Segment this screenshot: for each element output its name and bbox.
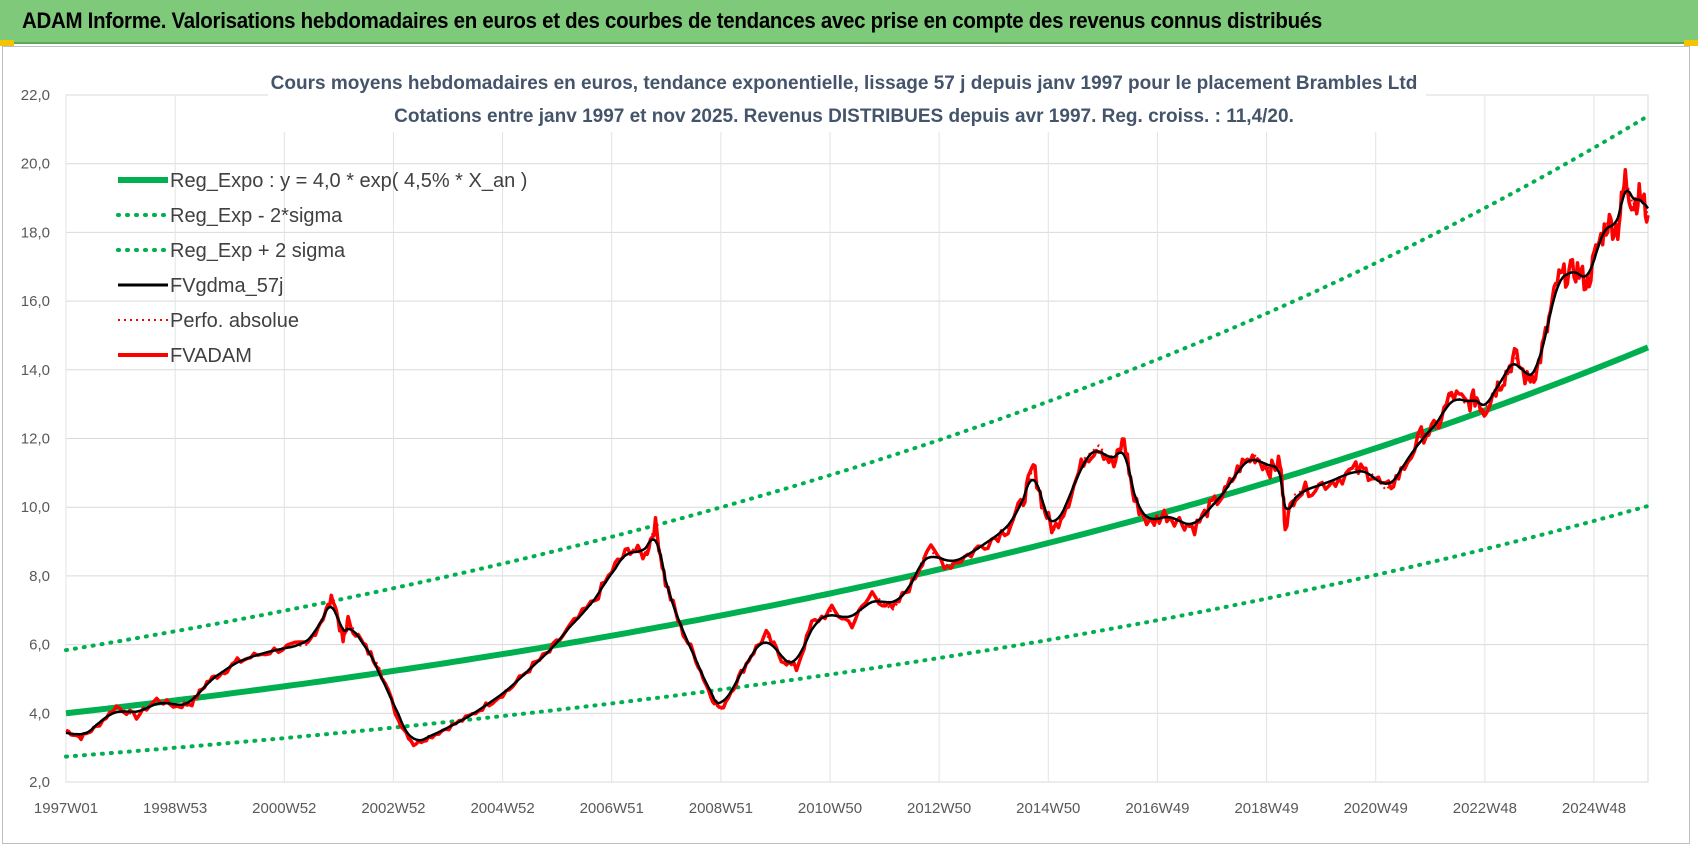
app-header: ADAM Informe. Valorisations hebdomadaire… xyxy=(0,0,1698,44)
series-line-reg xyxy=(65,344,1650,717)
x-tick-label: 2024W48 xyxy=(1562,800,1626,817)
chart-subtitle: Cotations entre janv 1997 et nov 2025. R… xyxy=(394,106,1294,127)
legend-label: FVgdma_57j xyxy=(170,275,283,297)
x-tick-label: 2006W51 xyxy=(580,800,644,817)
title-background xyxy=(268,64,1426,132)
x-tick-labels: 1997W01 1998W53 2000W52 2002W52 2004W52 2006W… xyxy=(34,800,1626,817)
y-tick-label: 4,0 xyxy=(29,705,50,722)
y-tick-label: 18,0 xyxy=(21,224,50,241)
x-tick-label: 2018W49 xyxy=(1234,800,1298,817)
x-tick-label: 2010W50 xyxy=(798,800,862,817)
series-line-reg_low xyxy=(64,504,1650,759)
y-tick-labels: 2,0 4,0 6,0 8,0 10,0 12,0 14,0 16,0 18,0 20,0 22,0 xyxy=(21,87,50,791)
legend-label: FVADAM xyxy=(170,345,252,367)
header-title: ADAM Informe. Valorisations hebdomadaire… xyxy=(22,8,1323,33)
chart-title: Cours moyens hebdomadaires en euros, ten… xyxy=(271,73,1418,94)
y-tick-label: 2,0 xyxy=(29,774,50,791)
corner-marker-right xyxy=(1684,40,1698,46)
x-tick-label: 2004W52 xyxy=(470,800,534,817)
y-tick-label: 6,0 xyxy=(29,637,50,654)
series-line-reg_high xyxy=(64,113,1650,653)
y-tick-label: 22,0 xyxy=(21,87,50,104)
series-lines xyxy=(64,113,1650,759)
x-tick-label: 2020W49 xyxy=(1344,800,1408,817)
x-tick-label: 1998W53 xyxy=(143,800,207,817)
x-tick-label: 2016W49 xyxy=(1125,800,1189,817)
legend-label: Perfo. absolue xyxy=(170,310,299,332)
corner-marker-left xyxy=(0,40,14,46)
legend-label: Reg_Exp + 2 sigma xyxy=(170,240,346,262)
legend-label: Reg_Exp - 2*sigma xyxy=(170,205,343,227)
x-tick-label: 2008W51 xyxy=(689,800,753,817)
x-tick-label: 2002W52 xyxy=(361,800,425,817)
grid xyxy=(65,94,1649,783)
chart-frame xyxy=(2,46,1690,844)
x-tick-label: 1997W01 xyxy=(34,800,98,817)
x-tick-label: 2012W50 xyxy=(907,800,971,817)
y-tick-label: 14,0 xyxy=(21,362,50,379)
x-tick-label: 2022W48 xyxy=(1453,800,1517,817)
legend: Reg_Expo : y = 4,0 * exp( 4,5% * X_an ) R… xyxy=(116,170,527,367)
series-line-smooth xyxy=(65,189,1650,742)
legend-label: Reg_Expo : y = 4,0 * exp( 4,5% * X_an ) xyxy=(170,170,527,192)
y-tick-label: 12,0 xyxy=(21,431,50,448)
y-tick-label: 16,0 xyxy=(21,293,50,310)
y-tick-label: 8,0 xyxy=(29,568,50,585)
y-tick-label: 20,0 xyxy=(21,156,50,173)
x-tick-label: 2014W50 xyxy=(1016,800,1080,817)
x-tick-label: 2000W52 xyxy=(252,800,316,817)
y-tick-label: 10,0 xyxy=(21,499,50,516)
